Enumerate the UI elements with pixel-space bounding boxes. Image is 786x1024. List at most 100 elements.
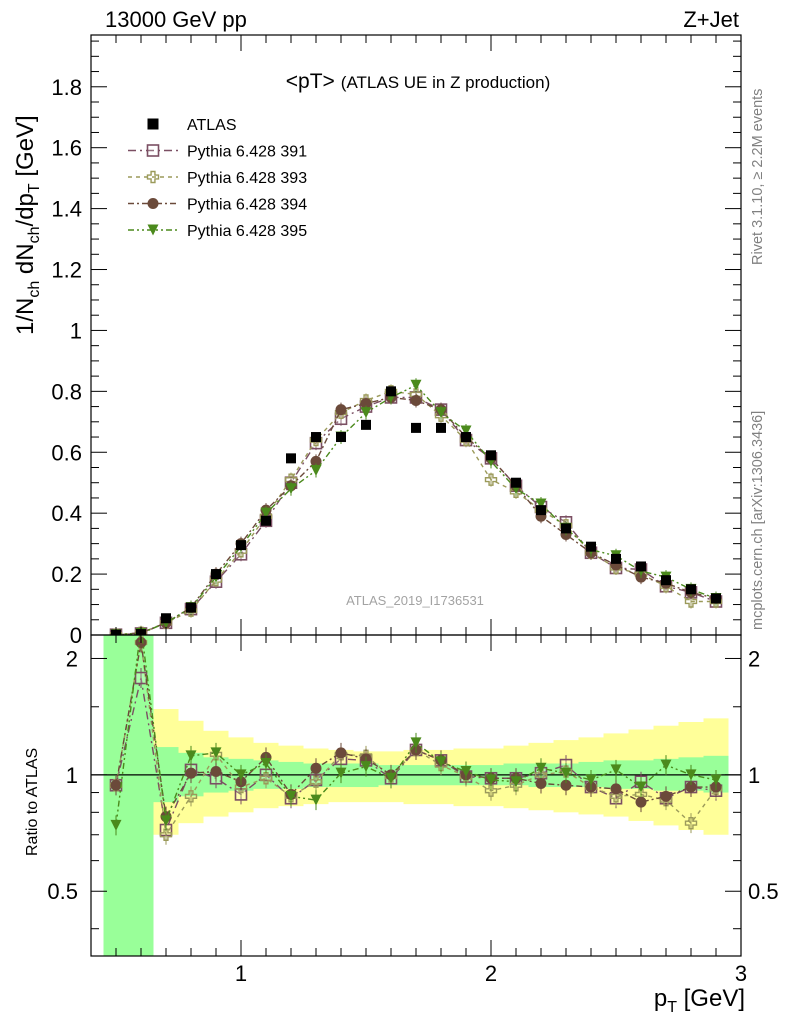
data-point-atlas (636, 561, 646, 572)
rivet-label: Rivet 3.1.10, ≥ 2.2M events (750, 89, 766, 265)
legend-entry: ATLAS (147, 117, 237, 134)
ratio-point-pythia-6-428-395 (285, 790, 297, 802)
ratio-tick-label-right: 0.5 (748, 879, 779, 904)
data-point-pythia-6-428-393 (484, 473, 498, 486)
ratio-point-pythia-6-428-395 (460, 766, 472, 778)
ratio-point-pythia-6-428-395 (110, 819, 122, 831)
ratio-point-pythia-6-428-395 (610, 764, 622, 776)
x-tick-label: 1 (235, 961, 247, 986)
y-tick-label: 1.6 (51, 136, 82, 161)
ratio-point-pythia-6-428-394 (110, 779, 122, 791)
mcplots-label: mcplots.cern.ch [arXiv:1306.3436] (750, 411, 766, 630)
legend-entry: Pythia 6.428 391 (128, 144, 307, 161)
ratio-point-pythia-6-428-395 (685, 769, 697, 781)
ratio-point-pythia-6-428-393 (159, 828, 173, 841)
ratio-point-pythia-6-428-393 (484, 784, 498, 797)
header-right: Z+Jet (683, 7, 739, 32)
ratio-point-pythia-6-428-393 (184, 790, 198, 803)
ratio-point-pythia-6-428-395 (635, 781, 647, 793)
legend-marker (147, 198, 159, 209)
x-tick-label: 3 (735, 961, 747, 986)
y-tick-label: 0 (70, 623, 82, 648)
ratio-tick-label-left: 1 (66, 763, 78, 788)
ratio-point-pythia-6-428-395 (585, 774, 597, 786)
legend-entry: Pythia 6.428 395 (128, 223, 307, 240)
data-point-atlas (561, 523, 571, 534)
data-point-atlas (611, 553, 621, 564)
legend-label: Pythia 6.428 395 (187, 223, 307, 240)
data-point-atlas (261, 515, 271, 526)
data-point-atlas (161, 613, 171, 624)
ratio-point-pythia-6-428-395 (535, 762, 547, 774)
data-point-atlas (686, 584, 696, 595)
legend-marker (146, 170, 160, 184)
data-point-pythia-6-428-395 (310, 465, 322, 477)
y-tick-label: 1 (70, 318, 82, 343)
ratio-point-pythia-6-428-393 (259, 772, 273, 785)
y-tick-label: 0.4 (51, 501, 82, 526)
ratio-point-pythia-6-428-395 (660, 759, 672, 771)
ratio-point-pythia-6-428-395 (435, 756, 447, 768)
ratio-y-axis-label: Ratio to ATLAS (24, 748, 41, 856)
watermark: ATLAS_2019_I1736531 (346, 593, 484, 608)
y-tick-label: 1.2 (51, 258, 82, 283)
y-axis-label: 1/Nch dNch/dpT [GeV] (12, 115, 43, 335)
data-point-atlas (411, 422, 421, 433)
data-point-pythia-6-428-395 (435, 407, 447, 419)
legend-label: Pythia 6.428 391 (187, 144, 307, 161)
ratio-point-pythia-6-428-395 (360, 761, 372, 773)
ratio-point-pythia-6-428-395 (235, 769, 247, 781)
ratio-point-pythia-6-428-393 (609, 790, 623, 803)
data-point-pythia-6-428-395 (285, 483, 297, 495)
data-point-pythia-6-428-394 (360, 398, 372, 410)
data-point-atlas (486, 450, 496, 461)
legend-label: ATLAS (187, 117, 237, 134)
data-point-pythia-6-428-395 (360, 407, 372, 419)
x-axis-label: pT [GeV] (654, 985, 745, 1016)
ratio-point-pythia-6-428-395 (560, 767, 572, 779)
legend-label: Pythia 6.428 394 (187, 197, 307, 214)
legend-label: Pythia 6.428 393 (187, 170, 307, 187)
data-point-atlas (186, 602, 196, 613)
data-point-atlas (311, 432, 321, 443)
ratio-point-pythia-6-428-394 (310, 762, 322, 774)
ratio-point-pythia-6-428-391 (134, 671, 148, 685)
data-point-atlas (511, 477, 521, 488)
data-point-atlas (436, 422, 446, 433)
ratio-point-pythia-6-428-393 (684, 816, 698, 830)
data-point-pythia-6-428-395 (535, 498, 547, 510)
ratio-point-pythia-6-428-394 (635, 796, 647, 808)
ratio-point-pythia-6-428-395 (485, 774, 497, 786)
data-point-atlas (661, 575, 671, 586)
chart-title-sub: (ATLAS UE in Z production) (341, 73, 550, 92)
data-point-atlas (211, 569, 221, 580)
data-point-atlas (286, 453, 296, 464)
ratio-point-pythia-6-428-395 (160, 815, 172, 827)
ratio-point-pythia-6-428-395 (510, 776, 522, 788)
ratio-tick-label-right: 2 (748, 646, 760, 671)
ratio-tick-label-right: 1 (748, 763, 760, 788)
ratio-point-pythia-6-428-394 (685, 781, 697, 793)
legend-entry: Pythia 6.428 393 (128, 170, 307, 187)
ratio-point-pythia-6-428-395 (410, 737, 422, 749)
ratio-point-pythia-6-428-394 (660, 790, 672, 802)
ratio-tick-label-left: 0.5 (47, 879, 78, 904)
data-point-atlas (461, 432, 471, 443)
data-point-atlas (361, 419, 371, 430)
data-point-pythia-6-428-393 (684, 595, 698, 608)
data-point-pythia-6-428-395 (410, 379, 422, 391)
data-point-pythia-6-428-394 (335, 404, 347, 416)
legend-marker (147, 118, 159, 130)
x-tick-label: 2 (485, 961, 497, 986)
chart-title: <pT> (ATLAS UE in Z production) (286, 70, 550, 93)
y-tick-label: 1.8 (51, 75, 82, 100)
ratio-point-pythia-6-428-395 (335, 767, 347, 779)
ratio-point-pythia-6-428-394 (610, 783, 622, 795)
data-point-pythia-6-428-394 (310, 455, 322, 467)
y-tick-label: 0.8 (51, 379, 82, 404)
ratio-tick-label-left: 2 (66, 646, 78, 671)
data-point-atlas (386, 386, 396, 397)
uncertainty-band-green-0 (103, 635, 129, 956)
data-point-atlas (586, 541, 596, 552)
